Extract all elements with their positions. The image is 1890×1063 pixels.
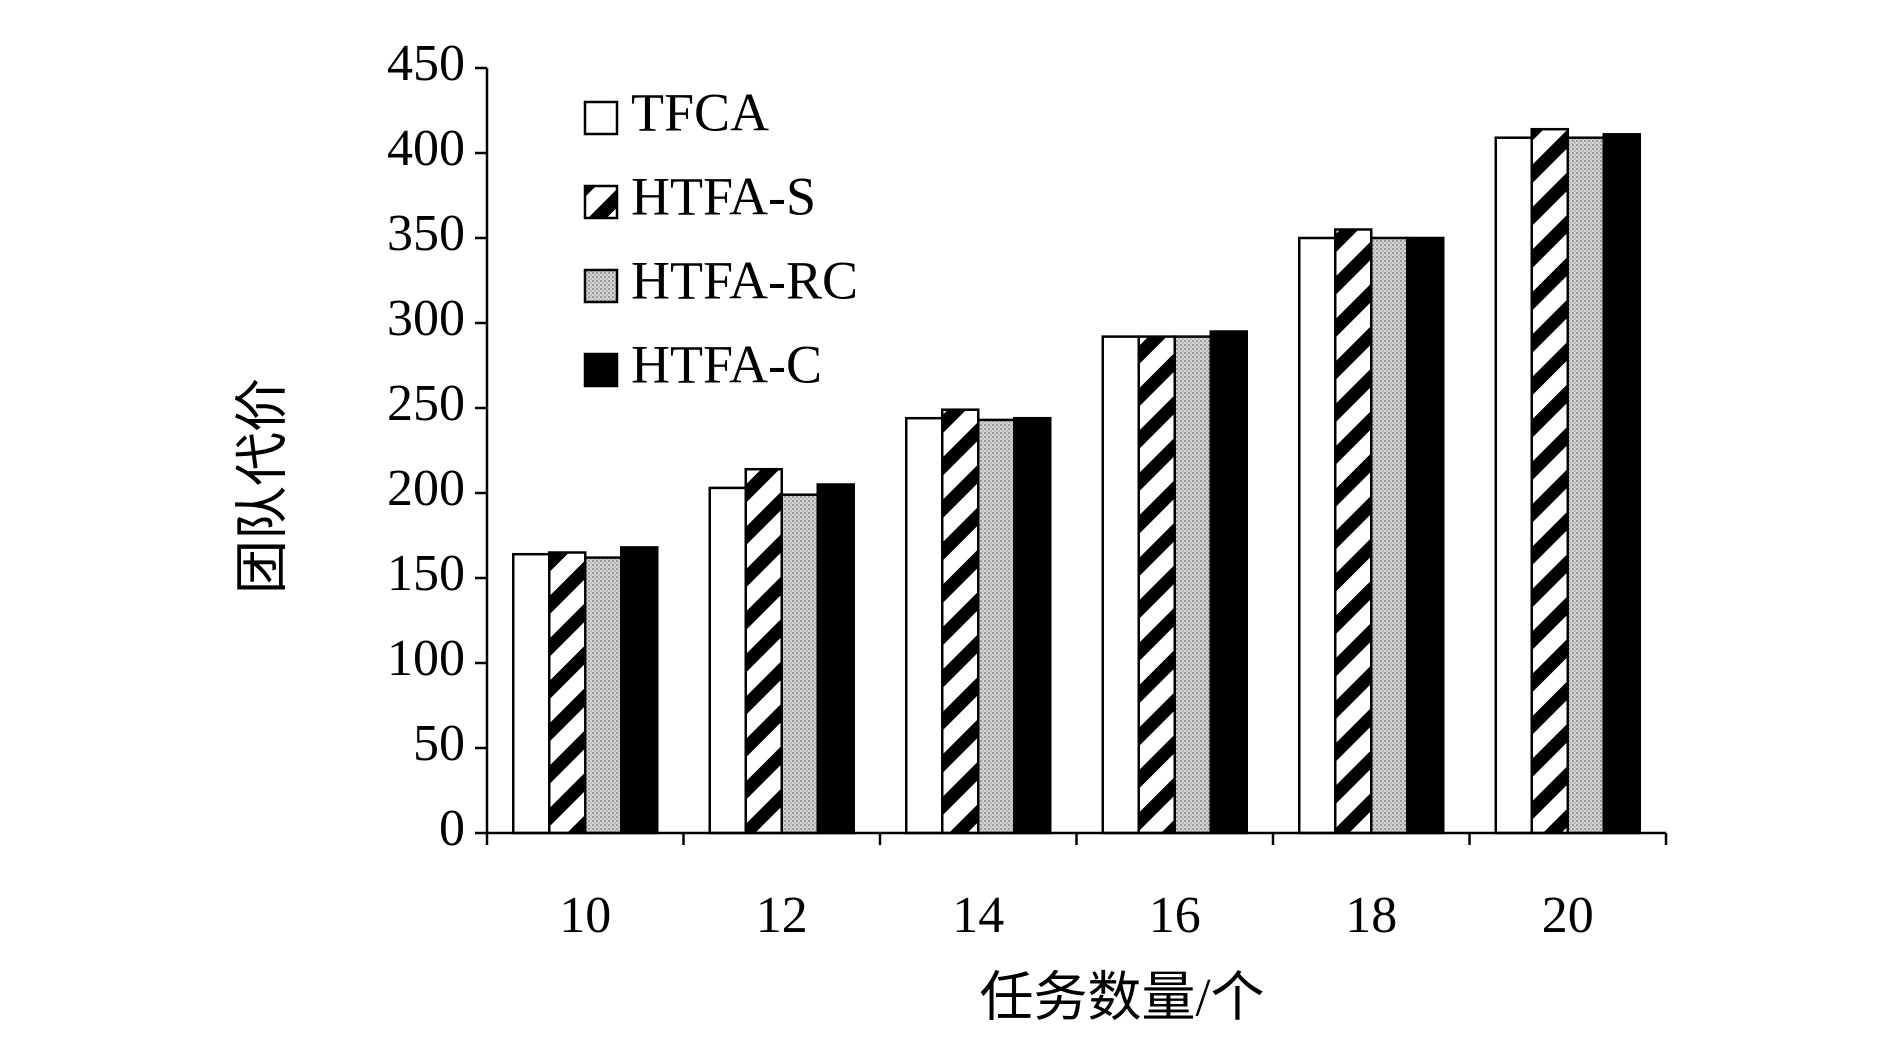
bar-htfa-rc-20 [1566, 136, 1605, 835]
y-tick-label-250: 250 [387, 375, 465, 432]
bar-htfa-c-14 [1013, 416, 1052, 835]
y-tick-label-350: 350 [387, 205, 465, 262]
x-tick-label-12: 12 [756, 887, 808, 944]
x-tick-label-14: 14 [952, 887, 1004, 944]
legend-label-htfa-rc: HTFA-RC [631, 250, 858, 310]
bar-htfa-s-10 [548, 551, 587, 835]
bar-htfa-c-16 [1209, 330, 1248, 835]
axes-group: 0 50 100 150 200 250 300 350 400 450 10 12 14 16 18 20 [387, 35, 1668, 944]
y-tick-label-450: 450 [387, 35, 465, 92]
y-tick-label-150: 150 [387, 545, 465, 602]
legend-label-tfca: TFCA [631, 82, 769, 142]
bar-htfa-rc-12 [780, 493, 819, 835]
bar-htfa-rc-14 [977, 418, 1016, 835]
legend-swatch-htfa-rc [583, 268, 619, 304]
bar-htfa-c-12 [816, 483, 855, 835]
legend-swatch-tfca [583, 100, 619, 136]
bar-htfa-c-10 [620, 546, 659, 835]
bar-htfa-rc-18 [1370, 236, 1409, 835]
bar-htfa-c-20 [1602, 133, 1641, 835]
legend-swatch-htfa-c [583, 352, 619, 388]
bar-htfa-c-18 [1406, 236, 1445, 835]
legend-label-htfa-s: HTFA-S [631, 166, 816, 226]
y-tick-label-400: 400 [387, 120, 465, 177]
y-tick-label-200: 200 [387, 460, 465, 517]
y-tick-label-50: 50 [413, 715, 465, 772]
legend: TFCA HTFA-S HTFA-RC HTFA-C [583, 82, 858, 394]
x-tick-label-16: 16 [1149, 887, 1201, 944]
bar-tfca-16 [1101, 335, 1140, 835]
y-tick-label-100: 100 [387, 630, 465, 687]
bar-htfa-s-14 [941, 408, 980, 835]
bar-htfa-s-18 [1334, 228, 1373, 835]
legend-swatch-htfa-s [583, 184, 619, 220]
x-tick-label-18: 18 [1345, 887, 1397, 944]
bar-tfca-14 [905, 416, 944, 835]
bar-tfca-12 [708, 486, 747, 835]
bar-htfa-rc-10 [584, 556, 623, 835]
x-tick-label-10: 10 [559, 887, 611, 944]
bar-htfa-s-20 [1530, 127, 1569, 835]
bar-htfa-s-16 [1137, 335, 1176, 835]
y-axis-title: 团队代价 [232, 378, 292, 594]
bar-tfca-10 [512, 552, 551, 835]
bar-htfa-s-12 [744, 467, 783, 835]
x-tick-label-20: 20 [1542, 887, 1594, 944]
y-tick-label-0: 0 [439, 800, 465, 857]
bar-tfca-18 [1298, 236, 1337, 835]
y-tick-label-300: 300 [387, 290, 465, 347]
bars-group [512, 127, 1641, 835]
x-axis-title: 任务数量/个 [979, 967, 1264, 1027]
bar-tfca-20 [1494, 136, 1533, 835]
legend-label-htfa-c: HTFA-C [631, 334, 822, 394]
bar-htfa-rc-16 [1173, 335, 1212, 835]
